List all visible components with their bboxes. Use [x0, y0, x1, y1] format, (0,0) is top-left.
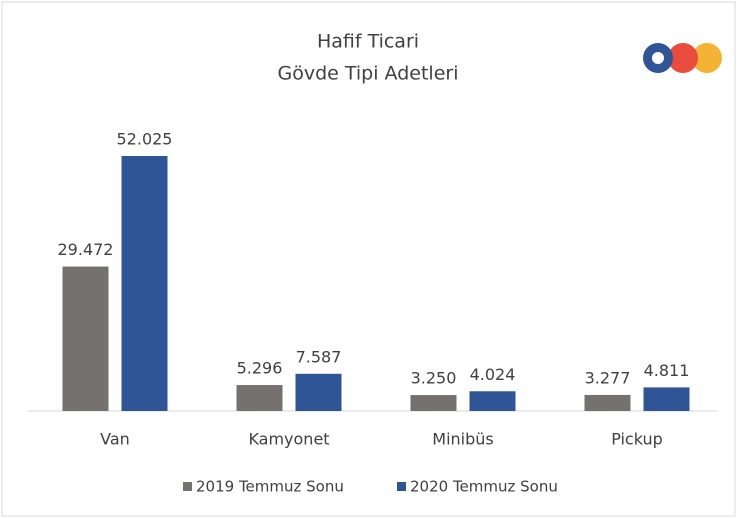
value-label: 29.472: [58, 240, 114, 259]
bar: [643, 387, 690, 411]
value-label: 7.587: [296, 347, 342, 366]
bar: [62, 266, 109, 411]
logo: [643, 43, 722, 73]
legend-label: 2020 Temmuz Sonu: [410, 478, 558, 496]
legend-swatch: [183, 482, 192, 491]
bar: [236, 385, 283, 411]
x-tick-label: Pickup: [611, 430, 663, 449]
bar: [410, 395, 457, 411]
bar: [469, 391, 516, 411]
x-tick-label: Van: [100, 430, 130, 449]
value-label: 3.250: [411, 369, 457, 388]
chart-title: Gövde Tipi Adetleri: [278, 63, 459, 85]
chart-title: Hafif Ticari: [317, 31, 419, 53]
value-label: 52.025: [117, 130, 173, 149]
value-label: 4.811: [644, 361, 690, 380]
x-tick-label: Kamyonet: [248, 430, 329, 449]
x-tick-label: Minibüs: [432, 430, 493, 449]
bar: [295, 373, 342, 411]
value-label: 5.296: [237, 359, 283, 378]
bar: [584, 394, 631, 411]
legend-label: 2019 Temmuz Sonu: [196, 478, 344, 496]
bar: [121, 156, 168, 411]
value-label: 4.024: [470, 365, 516, 384]
legend-swatch: [397, 482, 406, 491]
value-label: 3.277: [585, 368, 631, 387]
